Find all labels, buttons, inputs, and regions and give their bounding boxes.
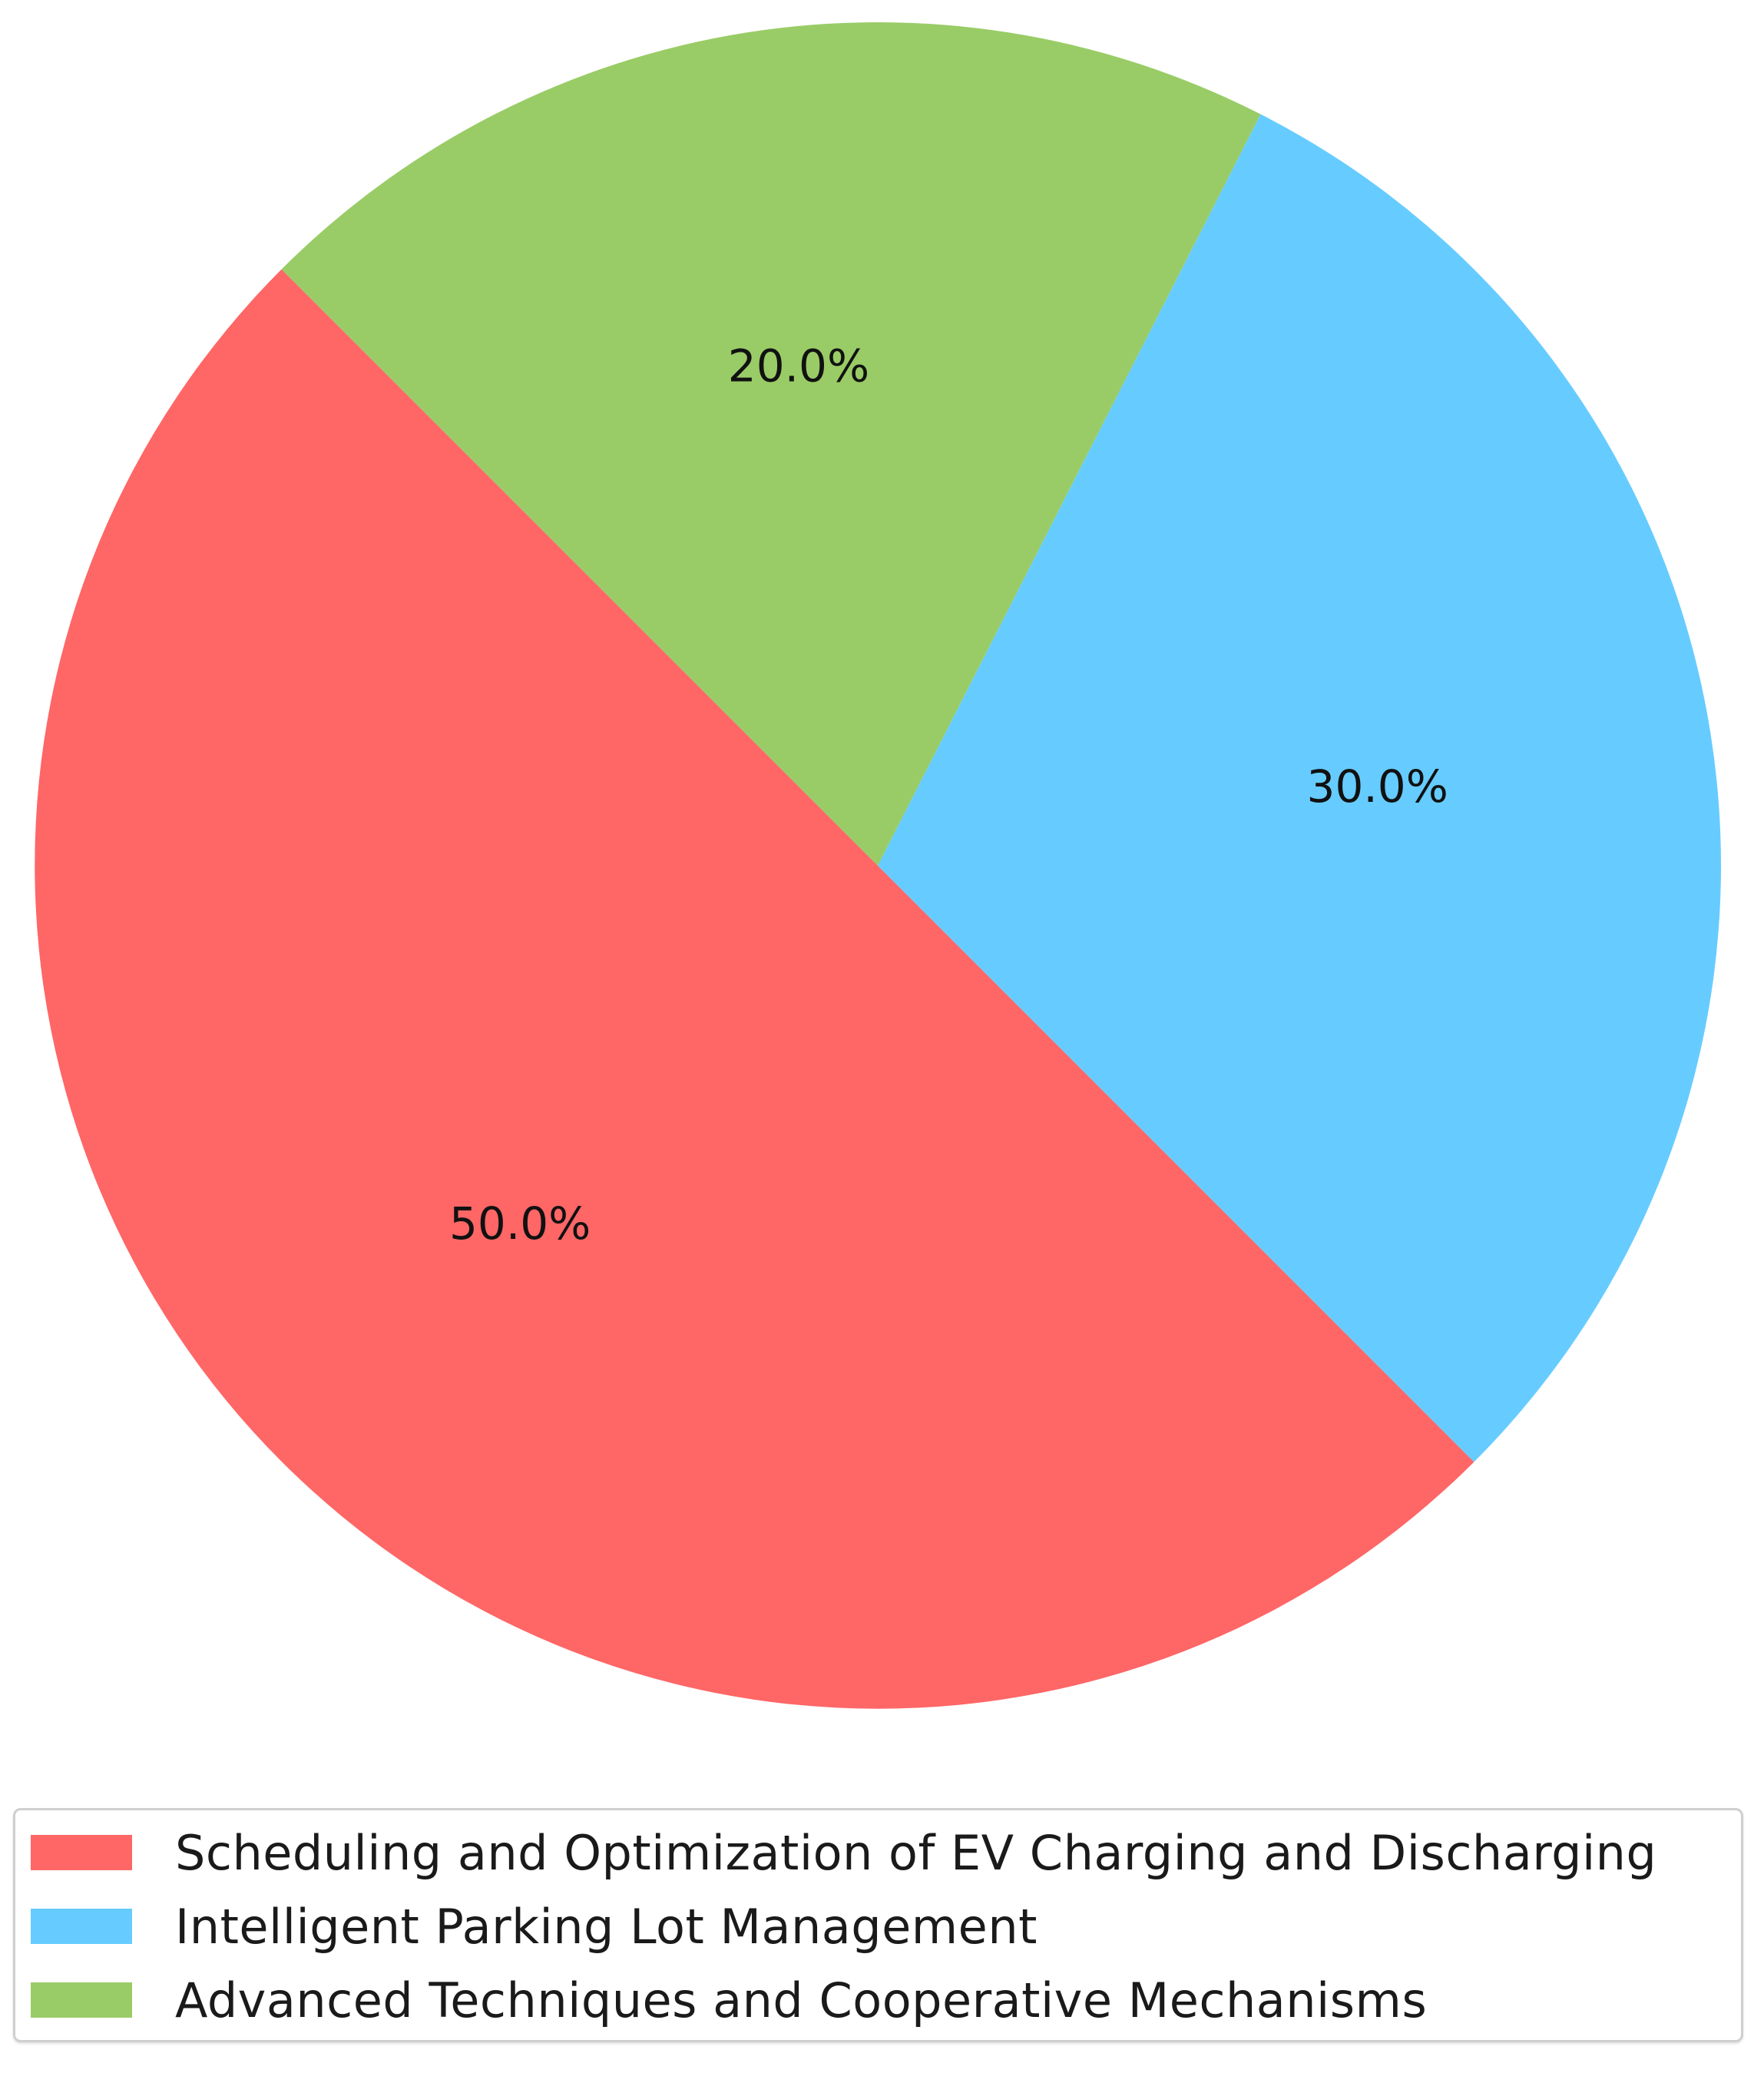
pie-label-parking: 30.0%: [1307, 760, 1448, 813]
pie-label-scheduling: 50.0%: [449, 1197, 591, 1250]
legend-item-scheduling: Scheduling and Optimization of EV Chargi…: [31, 1818, 1656, 1887]
legend-swatch-scheduling: [31, 1835, 132, 1870]
pie-slice-advanced: [281, 22, 1261, 866]
pie-slice-scheduling: [35, 269, 1474, 1709]
pie-slice-parking: [878, 114, 1721, 1462]
legend-label-scheduling: Scheduling and Optimization of EV Chargi…: [175, 1824, 1657, 1881]
legend-item-parking: Intelligent Parking Lot Management: [31, 1892, 1038, 1961]
legend-swatch-advanced: [31, 1982, 132, 2018]
pie-percent-labels: 50.0% 30.0% 20.0%: [449, 339, 1448, 1250]
pie-slices: [35, 22, 1721, 1709]
pie-label-advanced: 20.0%: [728, 339, 869, 392]
legend: Scheduling and Optimization of EV Chargi…: [13, 1808, 1743, 2042]
legend-item-advanced: Advanced Techniques and Cooperative Mech…: [31, 1965, 1427, 2035]
legend-label-advanced: Advanced Techniques and Cooperative Mech…: [175, 1972, 1428, 2028]
legend-label-parking: Intelligent Parking Lot Management: [175, 1898, 1038, 1955]
legend-swatch-parking: [31, 1909, 132, 1944]
